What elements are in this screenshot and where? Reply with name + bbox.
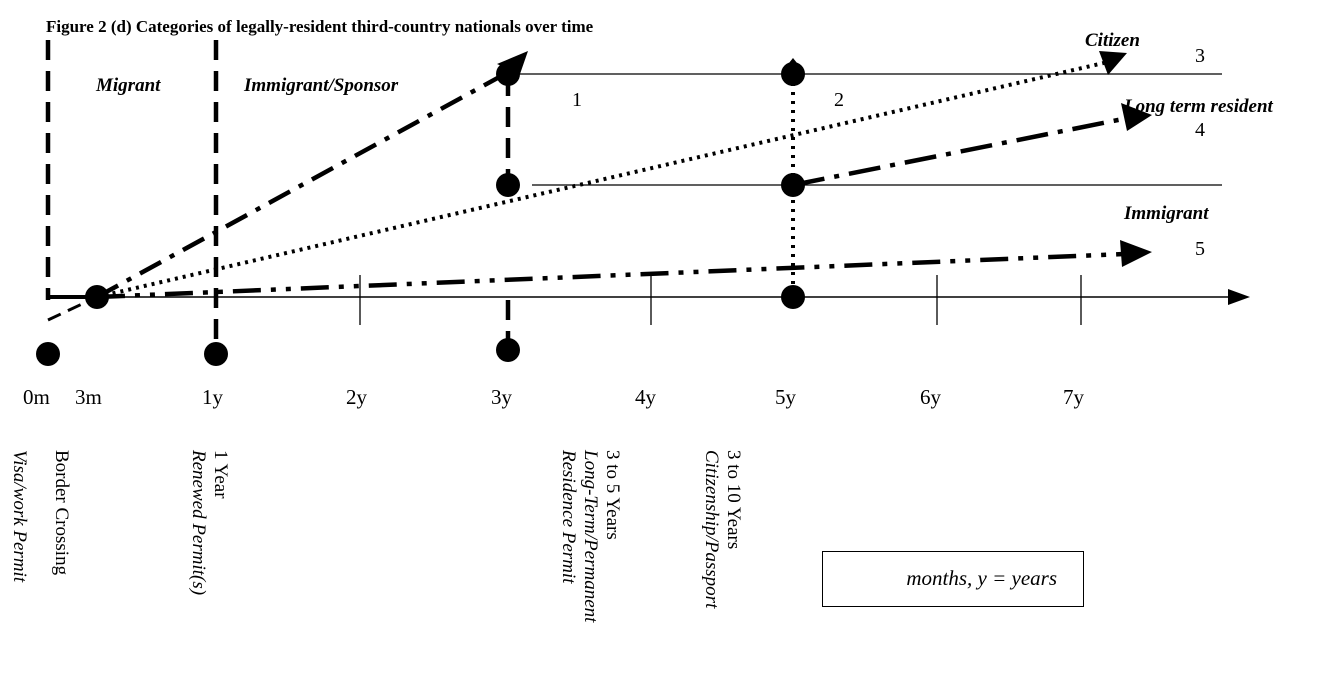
node-3y-bottom	[496, 338, 520, 362]
path-number-5: 5	[1195, 238, 1205, 260]
tick-label-2y: 2y	[346, 385, 368, 409]
node-5y-middle	[781, 173, 805, 197]
tick-label-3y: 3y	[491, 385, 513, 409]
tick-label-4y: 4y	[635, 385, 657, 409]
path-number-4: 4	[1195, 119, 1205, 141]
time-axis-arrowhead	[1228, 289, 1250, 305]
milestone-visa-line1: Visa/work Permit	[9, 450, 30, 583]
milestone-citizenship-line1: 3 to 10 Years	[723, 450, 744, 549]
milestone-long-term-line3: Residence Permit	[558, 449, 579, 584]
path-5-arrowhead	[1120, 240, 1152, 267]
period-migrant: Migrant	[95, 75, 161, 96]
period-immigrant-sponsor: Immigrant/Sponsor	[243, 75, 399, 96]
path-number-3: 3	[1195, 45, 1205, 67]
milestone-long-term-line1: 3 to 5 Years	[602, 450, 623, 540]
tick-label-1y: 1y	[202, 385, 224, 409]
path-1-arrowhead	[497, 51, 528, 74]
node-1y	[204, 342, 228, 366]
node-3y-middle	[496, 173, 520, 197]
path-1-sponsor	[95, 67, 516, 299]
milestone-long-term: 3 to 5 Years Long-Term/Permanent Residen…	[558, 449, 623, 623]
path-4-arrowhead	[1121, 103, 1152, 131]
outcome-citizen: Citizen	[1085, 30, 1140, 51]
node-3y-top	[496, 62, 520, 86]
tick-label-7y: 7y	[1063, 385, 1085, 409]
path-3-arrowhead	[1099, 51, 1127, 75]
node-0m	[36, 342, 60, 366]
milestone-renewed-line2: Renewed Permit(s)	[188, 449, 209, 595]
path-5-immigrant	[96, 251, 1125, 300]
node-5y-top-peak	[785, 58, 801, 68]
path-3-citizen	[96, 60, 1109, 299]
milestone-citizenship: 3 to 10 Years Citizenship/Passport	[701, 450, 744, 609]
legend-text: months, y = years	[906, 566, 1057, 590]
path-4-long-term	[792, 115, 1129, 188]
tick-label-3m: 3m	[75, 385, 102, 409]
milestone-renewed-line1: 1 Year	[210, 450, 231, 499]
outcome-long-term-resident: Long term resident	[1123, 96, 1274, 117]
milestone-citizenship-line2: Citizenship/Passport	[701, 450, 722, 609]
tick-label-0m: 0m	[23, 385, 50, 409]
path-number-2: 2	[834, 89, 844, 111]
milestone-border: Border Crossing	[51, 450, 72, 576]
figure-title: Figure 2 (d) Categories of legally-resid…	[46, 17, 594, 36]
tick-label-5y: 5y	[775, 385, 797, 409]
milestone-long-term-line2: Long-Term/Permanent	[580, 449, 601, 623]
path-number-1: 1	[572, 89, 582, 111]
node-3m	[85, 285, 109, 309]
legend-box: months, y = years	[822, 551, 1084, 607]
node-5y-bottom	[781, 285, 805, 309]
tick-label-6y: 6y	[920, 385, 942, 409]
milestone-renewed: 1 Year Renewed Permit(s)	[188, 449, 231, 595]
milestone-border-line1: Border Crossing	[51, 450, 72, 576]
milestone-visa: Visa/work Permit	[9, 450, 30, 583]
outcome-immigrant: Immigrant	[1123, 203, 1209, 224]
